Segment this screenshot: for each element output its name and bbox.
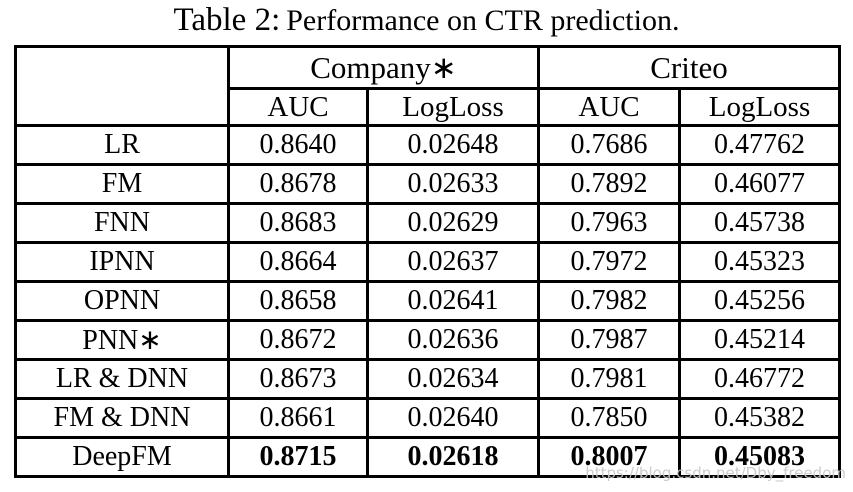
subheader-criteo-auc: AUC <box>537 87 681 127</box>
table-row: FNN 0.8683 0.02629 0.7963 0.45738 <box>14 202 841 244</box>
table-row: LR & DNN 0.8673 0.02634 0.7981 0.46772 <box>14 358 841 400</box>
table-row: FM & DNN 0.8661 0.02640 0.7850 0.45382 <box>14 397 841 439</box>
subheader-company-auc: AUC <box>227 87 369 127</box>
table-row: PNN∗ 0.8672 0.02636 0.7987 0.45214 <box>14 319 841 361</box>
value-cell: 0.7972 <box>537 241 681 283</box>
value-cell: 0.45323 <box>678 241 841 283</box>
value-cell: 0.02648 <box>366 124 540 166</box>
value-cell: 0.8664 <box>227 241 369 283</box>
caption-label: Table 2: <box>173 2 281 38</box>
value-cell: 0.02641 <box>366 280 540 322</box>
value-cell: 0.47762 <box>678 124 841 166</box>
model-cell: FM & DNN <box>14 397 230 439</box>
corner-cell <box>14 45 230 127</box>
value-cell: 0.02618 <box>366 436 540 478</box>
value-cell: 0.7982 <box>537 280 681 322</box>
table-row: FM 0.8678 0.02633 0.7892 0.46077 <box>14 163 841 205</box>
value-cell: 0.46077 <box>678 163 841 205</box>
value-cell: 0.45382 <box>678 397 841 439</box>
value-cell: 0.8673 <box>227 358 369 400</box>
performance-table: Company∗ Criteo AUC LogLoss AUC LogLoss … <box>14 45 841 478</box>
value-cell: 0.02629 <box>366 202 540 244</box>
value-cell: 0.7963 <box>537 202 681 244</box>
value-cell: 0.45083 <box>678 436 841 478</box>
value-cell: 0.7987 <box>537 319 681 361</box>
value-cell: 0.02634 <box>366 358 540 400</box>
value-cell: 0.8715 <box>227 436 369 478</box>
value-cell: 0.45256 <box>678 280 841 322</box>
value-cell: 0.7850 <box>537 397 681 439</box>
table-row: LR 0.8640 0.02648 0.7686 0.47762 <box>14 124 841 166</box>
table-caption: Table 2: Performance on CTR prediction. <box>0 2 853 39</box>
header-group-row: Company∗ Criteo <box>14 45 841 127</box>
subheader-company-logloss: LogLoss <box>366 87 540 127</box>
value-cell: 0.8672 <box>227 319 369 361</box>
value-cell: 0.7892 <box>537 163 681 205</box>
colgroup-company: Company∗ <box>227 45 540 90</box>
model-cell: DeepFM <box>14 436 230 478</box>
table-row: OPNN 0.8658 0.02641 0.7982 0.45256 <box>14 280 841 322</box>
model-cell: FM <box>14 163 230 205</box>
value-cell: 0.7686 <box>537 124 681 166</box>
value-cell: 0.8678 <box>227 163 369 205</box>
value-cell: 0.8683 <box>227 202 369 244</box>
value-cell: 0.02637 <box>366 241 540 283</box>
value-cell: 0.46772 <box>678 358 841 400</box>
watermark: https://blog.csdn.net/Dby_freedom <box>585 464 846 482</box>
value-cell: 0.02640 <box>366 397 540 439</box>
value-cell: 0.8640 <box>227 124 369 166</box>
model-cell: LR <box>14 124 230 166</box>
value-cell: 0.8661 <box>227 397 369 439</box>
value-cell: 0.8658 <box>227 280 369 322</box>
value-cell: 0.45738 <box>678 202 841 244</box>
value-cell: 0.02633 <box>366 163 540 205</box>
table-row-deepfm: DeepFM 0.8715 0.02618 0.8007 0.45083 <box>14 436 841 478</box>
model-cell: FNN <box>14 202 230 244</box>
subheader-criteo-logloss: LogLoss <box>678 87 841 127</box>
model-cell: IPNN <box>14 241 230 283</box>
model-cell: OPNN <box>14 280 230 322</box>
colgroup-criteo: Criteo <box>537 45 841 90</box>
header-sub-row: AUC LogLoss AUC LogLoss <box>16 87 841 127</box>
value-cell: 0.7981 <box>537 358 681 400</box>
value-cell: 0.8007 <box>537 436 681 478</box>
model-cell: PNN∗ <box>14 319 230 361</box>
caption-text: Performance on CTR prediction. <box>286 4 680 37</box>
model-cell: LR & DNN <box>14 358 230 400</box>
table-row: IPNN 0.8664 0.02637 0.7972 0.45323 <box>14 241 841 283</box>
value-cell: 0.45214 <box>678 319 841 361</box>
value-cell: 0.02636 <box>366 319 540 361</box>
